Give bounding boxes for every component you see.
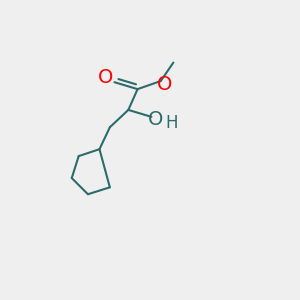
- Text: O: O: [157, 75, 172, 94]
- Text: O: O: [148, 110, 164, 129]
- Text: O: O: [98, 68, 113, 87]
- Text: H: H: [166, 114, 178, 132]
